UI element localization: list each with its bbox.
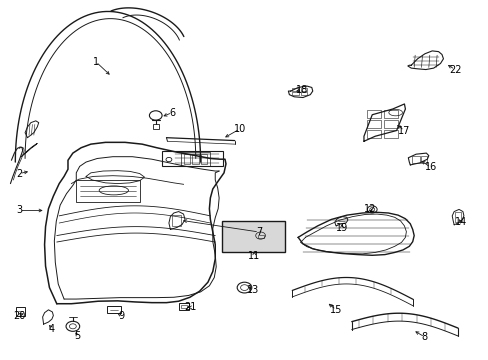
Bar xyxy=(192,154,198,164)
Bar xyxy=(366,120,380,128)
Bar xyxy=(107,306,121,314)
Text: 11: 11 xyxy=(247,251,260,261)
Text: 5: 5 xyxy=(75,331,81,341)
Bar xyxy=(366,130,380,138)
Bar xyxy=(76,180,140,202)
Text: 16: 16 xyxy=(424,162,436,172)
Bar xyxy=(153,125,158,129)
FancyBboxPatch shape xyxy=(222,221,285,252)
Text: 15: 15 xyxy=(329,305,342,315)
Text: 2: 2 xyxy=(16,168,22,179)
Text: 20: 20 xyxy=(13,311,25,320)
Bar xyxy=(384,110,397,118)
Text: 6: 6 xyxy=(169,108,175,118)
Text: 3: 3 xyxy=(16,206,22,216)
Bar xyxy=(420,156,426,163)
Text: 17: 17 xyxy=(397,126,410,135)
Text: 4: 4 xyxy=(49,324,55,334)
Bar xyxy=(366,110,380,118)
Text: 7: 7 xyxy=(256,227,262,237)
Bar xyxy=(301,92,307,95)
Bar xyxy=(172,215,181,226)
Bar xyxy=(454,212,460,222)
Bar xyxy=(183,154,189,164)
Bar xyxy=(257,235,263,238)
Text: 13: 13 xyxy=(246,285,259,296)
Bar xyxy=(384,130,397,138)
Bar xyxy=(411,156,419,163)
Bar xyxy=(292,88,298,91)
Bar xyxy=(384,120,397,128)
Bar xyxy=(301,88,307,91)
Text: 18: 18 xyxy=(295,85,307,95)
Text: 12: 12 xyxy=(364,204,376,215)
Text: 19: 19 xyxy=(335,224,347,233)
Bar xyxy=(201,154,207,164)
Text: 8: 8 xyxy=(421,332,427,342)
Bar xyxy=(16,307,25,316)
Bar xyxy=(178,303,189,310)
Bar xyxy=(181,305,186,309)
Text: 9: 9 xyxy=(118,311,124,320)
Text: 21: 21 xyxy=(184,302,197,312)
Text: 10: 10 xyxy=(233,124,245,134)
Bar xyxy=(292,92,298,95)
Text: 22: 22 xyxy=(448,64,461,75)
Bar xyxy=(161,151,222,166)
Text: 1: 1 xyxy=(93,57,99,67)
Text: 14: 14 xyxy=(454,217,467,227)
